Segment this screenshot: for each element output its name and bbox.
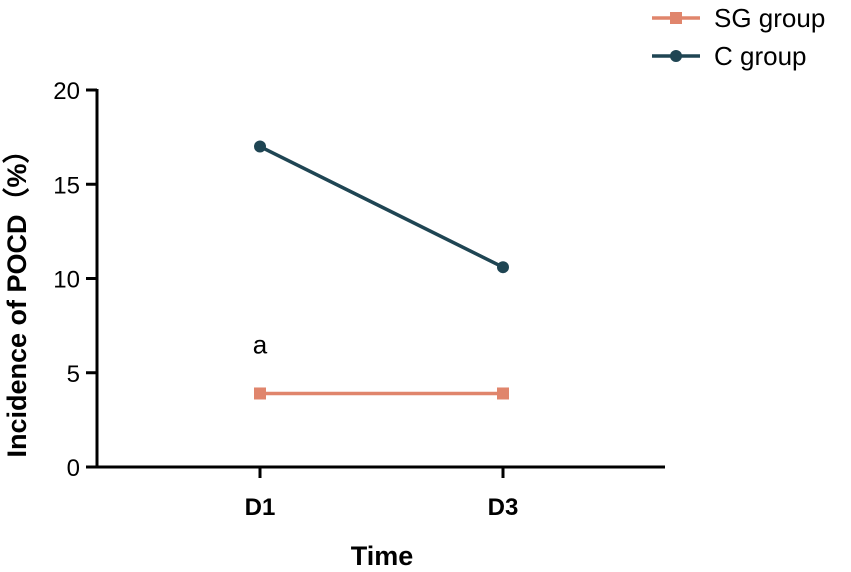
- legend-label: C group: [714, 41, 807, 71]
- data-point: [497, 387, 509, 400]
- legend-marker: [670, 50, 682, 62]
- legend-item: C group: [652, 41, 807, 71]
- y-tick-label: 5: [67, 361, 80, 388]
- y-axis: 0 5 10 15 20: [53, 78, 99, 482]
- legend: SG group C group: [652, 3, 825, 71]
- y-axis-title: Incidence of POCD（%）: [2, 136, 32, 457]
- data-point: [254, 140, 266, 153]
- x-tick-label: D1: [245, 494, 276, 521]
- x-axis-title: Time: [351, 541, 414, 571]
- legend-marker: [670, 12, 682, 24]
- data-point: [254, 387, 266, 400]
- x-tick-label: D3: [488, 494, 519, 521]
- series-layer: [254, 140, 509, 400]
- y-tick-label: 10: [53, 267, 80, 294]
- y-tick-label: 15: [53, 172, 80, 199]
- y-tick-label: 0: [67, 455, 80, 482]
- annotation-layer: a: [253, 329, 268, 359]
- significance-annotation: a: [253, 329, 268, 359]
- data-point: [497, 261, 509, 274]
- series-line: [259, 144, 504, 269]
- series-c-group: [254, 140, 509, 274]
- series-sg-group: [254, 387, 509, 400]
- x-axis: D1 D3: [95, 465, 665, 521]
- y-tick-label: 20: [53, 78, 80, 105]
- legend-label: SG group: [714, 3, 825, 33]
- legend-item: SG group: [652, 3, 825, 33]
